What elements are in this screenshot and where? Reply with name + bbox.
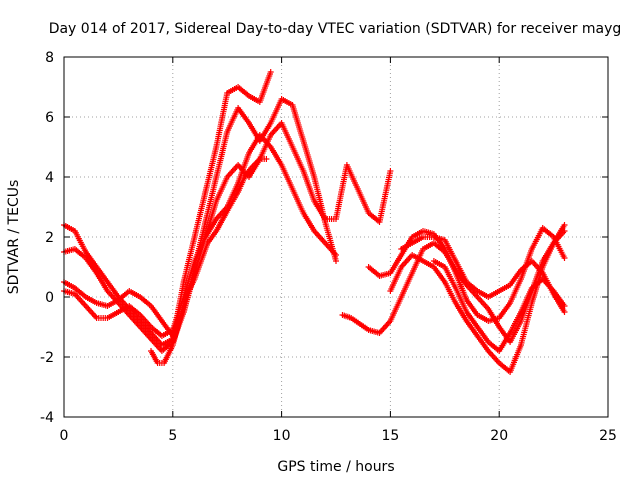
series-trace-3	[61, 120, 394, 339]
data-series	[61, 69, 568, 375]
y-tick-label: -2	[40, 350, 54, 366]
series-trace-8	[387, 222, 568, 375]
grid	[64, 57, 608, 417]
data-point-markers	[148, 156, 270, 366]
x-tick-label: 10	[273, 428, 291, 444]
data-point-markers	[430, 258, 568, 354]
x-tick-label: 0	[60, 428, 69, 444]
data-point-markers	[61, 120, 394, 339]
x-tick-label: 25	[599, 428, 617, 444]
y-tick-label: 2	[45, 230, 54, 246]
x-tick-label: 15	[381, 428, 399, 444]
y-tick-label: 8	[45, 50, 54, 66]
x-tick-label: 5	[168, 428, 177, 444]
series-trace-9	[398, 234, 568, 315]
y-tick-label: -4	[40, 410, 54, 426]
x-tick-label: 20	[490, 428, 508, 444]
y-tick-label: 6	[45, 110, 54, 126]
x-axis-label: GPS time / hours	[277, 459, 394, 475]
data-point-markers	[387, 222, 568, 375]
axes: 0 5 10 15 20 25 -4 -2 0 2 4 6 8	[40, 50, 617, 444]
y-tick-label: 4	[45, 170, 54, 186]
y-axis-label: SDTVAR / TECUs	[6, 180, 22, 295]
chart-title: Day 014 of 2017, Sidereal Day-to-day VTE…	[49, 21, 622, 37]
series-trace-5	[148, 156, 270, 366]
series-trace-10	[430, 258, 568, 354]
y-tick-label: 0	[45, 290, 54, 306]
data-point-markers	[398, 234, 568, 315]
